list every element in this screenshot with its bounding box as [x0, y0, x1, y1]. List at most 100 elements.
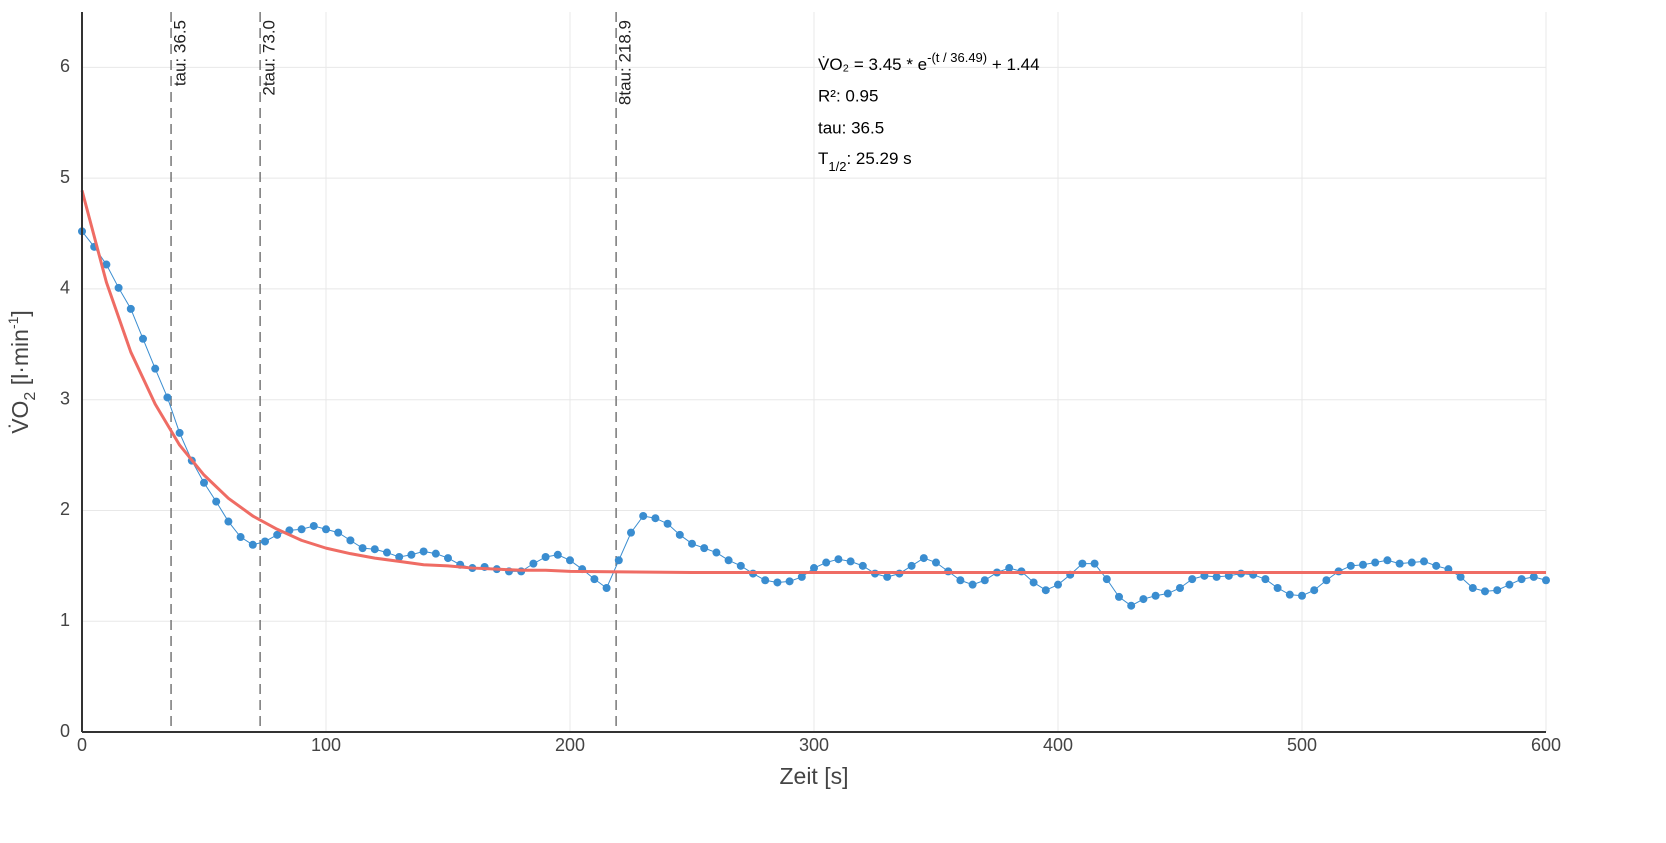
data-point	[980, 576, 989, 585]
reference-label: 2tau: 73.0	[260, 20, 279, 96]
y-title-mid: [l·min	[7, 329, 33, 392]
data-point	[1102, 575, 1111, 584]
half-main: T	[818, 149, 828, 168]
data-point	[675, 530, 684, 539]
data-point	[602, 584, 611, 592]
data-point	[248, 540, 257, 549]
data-point	[688, 539, 696, 548]
x-tick-label: 300	[799, 735, 829, 755]
data-point	[1383, 556, 1392, 565]
x-tick-label: 200	[555, 735, 585, 755]
data-point	[261, 537, 269, 546]
y-axis-title: V̇O2 [l·min-1]	[5, 310, 39, 434]
y-tick-label: 1	[60, 610, 70, 630]
data-point	[163, 393, 172, 402]
y-title-sub: 2	[22, 392, 39, 401]
data-point	[1542, 576, 1550, 585]
data-point	[346, 536, 355, 545]
fit-half-life: T1/2: 25.29 s	[818, 149, 912, 173]
data-point	[846, 557, 855, 566]
x-tick-label: 400	[1043, 735, 1073, 755]
data-point	[1529, 572, 1538, 581]
fit-formula: V̇O₂ = 3.45 * e-(t / 36.49) + 1.44	[818, 50, 1040, 75]
data-point	[773, 578, 782, 587]
data-point	[1481, 587, 1489, 596]
data-point	[126, 304, 135, 313]
data-point	[1298, 591, 1306, 600]
x-tick-label: 0	[77, 735, 87, 755]
data-point	[139, 334, 147, 343]
data-point	[1420, 557, 1428, 566]
half-sub: 1/2	[828, 159, 846, 174]
data-point	[1139, 595, 1148, 604]
data-point	[907, 561, 916, 570]
data-point	[700, 544, 709, 553]
data-point	[1285, 590, 1294, 599]
data-point	[1322, 576, 1331, 585]
data-point	[541, 552, 550, 561]
data-point	[919, 554, 928, 563]
data-point	[297, 525, 306, 534]
data-point	[663, 519, 672, 528]
data-point	[309, 521, 318, 530]
data-point	[1163, 589, 1172, 598]
data-point	[151, 364, 160, 373]
y-tick-label: 5	[60, 167, 70, 187]
data-point	[956, 576, 965, 585]
data-point	[566, 556, 574, 565]
data-point	[883, 572, 892, 581]
data-point	[114, 283, 123, 292]
data-point	[553, 550, 562, 559]
data-point	[1346, 561, 1355, 570]
data-point	[383, 548, 391, 557]
data-point	[810, 564, 818, 573]
data-point	[1310, 586, 1319, 595]
data-point	[797, 572, 806, 581]
data-point	[419, 547, 428, 556]
data-point	[1456, 572, 1465, 581]
data-point	[1517, 575, 1526, 584]
data-point	[407, 550, 416, 559]
data-point	[1468, 584, 1477, 592]
data-point	[236, 533, 245, 542]
reference-label: tau: 36.5	[171, 20, 190, 86]
data-point	[1029, 578, 1038, 587]
y-tick-label: 4	[60, 278, 70, 298]
data-point	[858, 561, 867, 570]
data-point	[224, 517, 233, 526]
data-point	[736, 561, 745, 570]
data-point	[1127, 601, 1136, 610]
y-title-sup: -1	[5, 316, 21, 329]
y-tick-label: 0	[60, 721, 70, 741]
data-point	[724, 556, 733, 565]
data-point	[444, 554, 452, 563]
data-point	[273, 530, 282, 539]
data-point	[529, 559, 538, 568]
data-point	[1407, 558, 1416, 567]
half-end: : 25.29 s	[846, 149, 911, 168]
plot: tau: 36.5 2tau: 73.0 8tau: 218.9	[78, 12, 1550, 732]
y-title-end: ]	[7, 310, 33, 316]
data-point	[1078, 559, 1087, 568]
data-point	[968, 580, 977, 589]
fit-line	[80, 189, 1546, 574]
data-point	[590, 575, 599, 584]
data-point	[639, 512, 648, 520]
data-point	[358, 544, 367, 553]
data-point	[1273, 584, 1282, 592]
data-point	[1432, 561, 1441, 570]
fit-tau: tau: 36.5	[818, 118, 884, 137]
formula-main: V̇O₂ = 3.45 * e	[818, 55, 927, 74]
data-point	[431, 549, 440, 558]
data-point	[1005, 564, 1014, 573]
data-point	[102, 260, 111, 269]
formula-end: + 1.44	[987, 55, 1039, 74]
formula-sup: -(t / 36.49)	[927, 50, 987, 65]
y-tick-label: 6	[60, 56, 70, 76]
data-point	[1505, 580, 1514, 589]
data-point	[1359, 560, 1367, 569]
data-point	[334, 528, 343, 537]
data-point	[651, 514, 660, 523]
x-tick-label: 500	[1287, 735, 1317, 755]
